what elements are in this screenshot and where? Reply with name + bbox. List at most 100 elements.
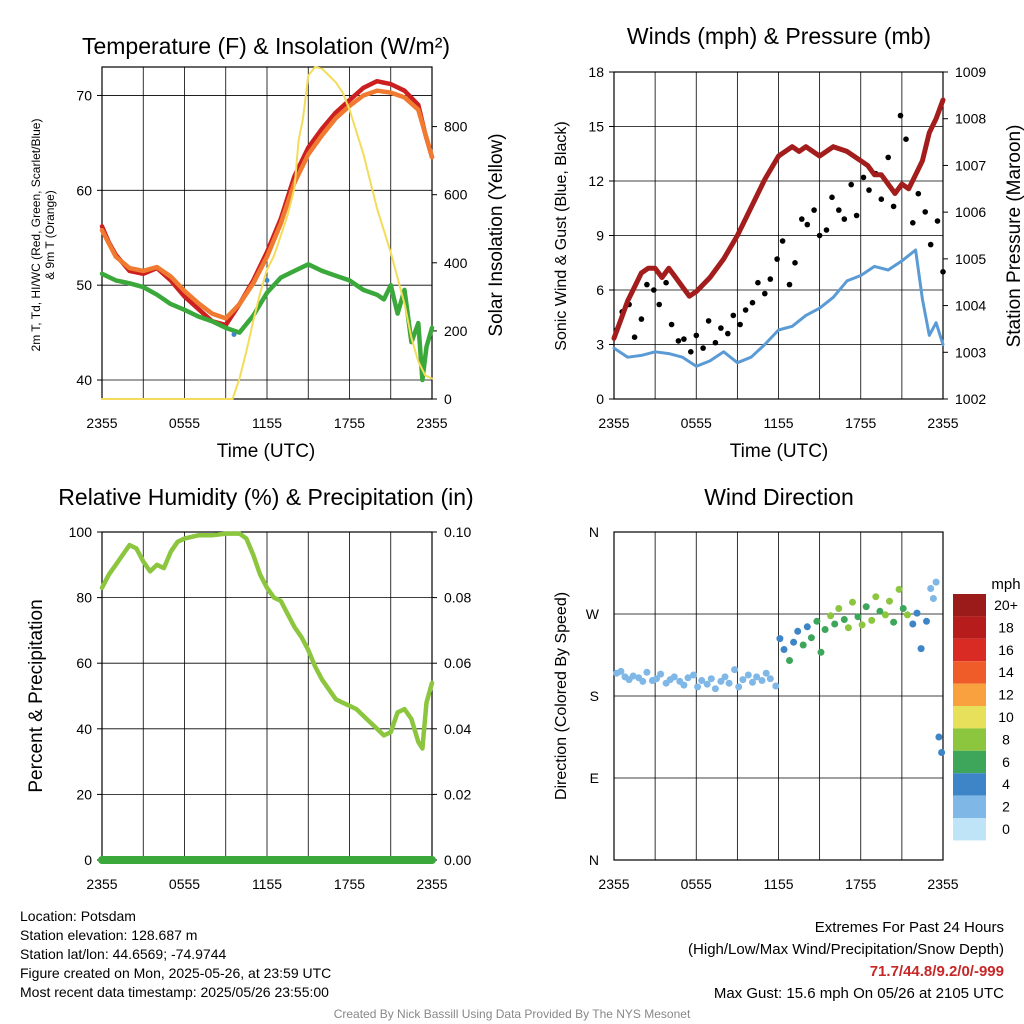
pressure-right-ytick-label: 1002: [955, 391, 986, 407]
temp-left-ytick-label: 70: [76, 87, 92, 103]
direction-point: [766, 675, 774, 683]
gust-point: [934, 218, 941, 224]
wind-left-ytick-label: 15: [588, 119, 604, 135]
direction-point: [731, 666, 739, 674]
direction-point: [817, 648, 825, 656]
legend-swatch: [953, 795, 986, 818]
direction-point: [794, 627, 802, 635]
legend-swatch: [953, 773, 986, 796]
pressure-right-ytick-label: 1004: [955, 298, 986, 314]
legend-swatch: [953, 616, 986, 639]
gust-point: [755, 279, 761, 286]
direction-point: [903, 611, 911, 619]
direction-point: [895, 585, 903, 593]
direction-point: [799, 641, 807, 649]
station-info: Location: Potsdam Station elevation: 128…: [20, 907, 331, 1002]
legend-label: 12: [998, 687, 1014, 703]
gust-point: [705, 318, 712, 324]
direction-point: [657, 670, 665, 678]
direction-point: [803, 623, 811, 631]
precip-right-ytick-label: 0.10: [444, 524, 471, 540]
temp-xtick-label: 2355: [416, 415, 447, 431]
temp-right-ytick-label: 800: [444, 119, 468, 135]
temp-xtick-label: 1155: [252, 415, 282, 431]
dir-xtick-label: 1155: [763, 876, 793, 892]
rh-xtick-label: 0555: [169, 876, 200, 892]
heat-index-wind-chill-point: [231, 332, 237, 337]
wind-xtick-label: 0555: [681, 415, 712, 431]
rh-xtick-label: 1155: [252, 876, 282, 892]
legend-label: 20+: [994, 597, 1018, 613]
legend-swatch: [953, 638, 986, 662]
gust-point: [712, 339, 719, 346]
gust-point: [737, 321, 743, 328]
2m-td-line: [99, 262, 435, 383]
dir-ytick-label: E: [590, 770, 599, 786]
direction-point: [776, 635, 784, 643]
direction-point: [698, 677, 706, 684]
gust-point: [878, 196, 885, 202]
legend-swatch: [953, 661, 986, 684]
extremes-title: Extremes For Past 24 Hours: [814, 919, 1004, 936]
precip-right-ytick-label: 0.00: [444, 852, 471, 868]
dir-frame: [613, 531, 944, 861]
gust-point: [860, 174, 867, 181]
winds-panel: 2355 0555 1155 1755 2355 0 3 6 9 12 15 18 1002 1003 10…: [588, 64, 986, 431]
legend-label: 18: [998, 619, 1014, 635]
gust-point: [644, 281, 650, 288]
wind-xtick-label: 1755: [845, 415, 876, 431]
gust-point: [799, 216, 805, 222]
gust-point: [848, 181, 854, 188]
direction-point: [703, 680, 711, 688]
gust-point: [700, 345, 706, 351]
gust-point: [688, 349, 694, 355]
gust-point: [675, 338, 682, 344]
direction-point: [711, 685, 719, 693]
gust-point: [792, 260, 798, 266]
direction-point: [670, 673, 678, 681]
pressure-right-ytick-label: 1007: [955, 157, 986, 173]
legend-swatch: [953, 594, 986, 617]
wind-left-ytick-label: 18: [588, 64, 604, 80]
direction-point: [899, 605, 907, 612]
legend-label: 16: [998, 642, 1014, 658]
gust-point: [631, 334, 638, 341]
max-gust-text: Max Gust: 15.6 mph On 05/26 at 2105 UTC: [713, 985, 1004, 1002]
direction-point: [735, 683, 743, 691]
legend-label: 0: [1002, 821, 1010, 837]
winds-title: Winds (mph) & Pressure (mb): [627, 23, 931, 49]
credit-text: Created By Nick Bassill Using Data Provi…: [333, 1007, 691, 1021]
direction-point: [780, 646, 788, 653]
direction-point: [694, 683, 702, 691]
pressure-right-ytick-label: 1009: [955, 64, 986, 80]
gust-point: [910, 220, 916, 226]
direction-point: [790, 638, 798, 646]
gust-point: [779, 238, 786, 244]
gust-point: [829, 194, 835, 201]
gust-point: [890, 203, 897, 210]
dir-ytick-label: S: [590, 688, 599, 704]
direction-panel: 2355 0555 1155 1755 2355 N E S W N: [586, 524, 959, 892]
direction-point: [639, 677, 647, 685]
precip-right-ytick-label: 0.02: [444, 786, 471, 802]
extremes-block: Extremes For Past 24 Hours (High/Low/Max…: [688, 917, 1004, 1005]
direction-point: [744, 671, 752, 679]
legend-label: 14: [998, 664, 1014, 680]
gust-point: [668, 321, 675, 328]
direction-point: [862, 603, 870, 611]
pressure-ylabel: Station Pressure (Maroon): [1004, 125, 1024, 348]
temperature-xlabel: Time (UTC): [217, 441, 316, 462]
gust-point: [836, 207, 842, 213]
direction-point: [629, 672, 637, 680]
temp-xtick-label: 2355: [86, 415, 117, 431]
speed-legend-title: mph: [991, 576, 1020, 593]
gust-point: [742, 307, 749, 313]
direction-point: [890, 618, 898, 626]
solar-insolation-line: [101, 66, 433, 400]
gust-point: [663, 279, 669, 286]
dir-xtick-label: 2355: [927, 876, 958, 892]
extremes-subtitle: (High/Low/Max Wind/Precipitation/Snow De…: [688, 941, 1004, 958]
dir-xtick-label: 2355: [598, 876, 629, 892]
temp-right-ytick-label: 600: [444, 187, 468, 203]
